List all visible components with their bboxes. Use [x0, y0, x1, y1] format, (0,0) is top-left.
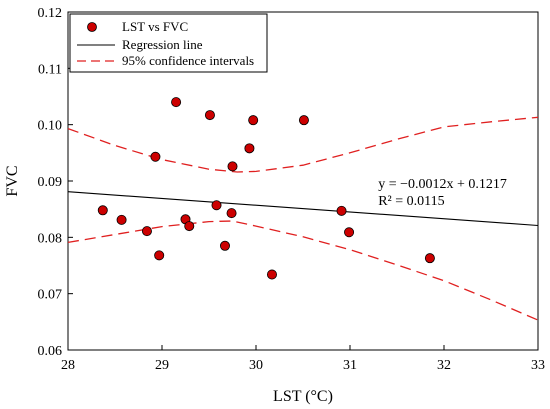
data-point: [171, 97, 182, 108]
legend-ci-label: 95% confidence intervals: [122, 53, 254, 68]
r-squared-label: R² = 0.0115: [378, 194, 444, 209]
x-tick-label: 29: [155, 358, 169, 373]
y-tick-label: 0.07: [38, 288, 63, 303]
data-point: [141, 226, 152, 237]
legend-regression-label: Regression line: [122, 37, 203, 52]
data-point: [204, 110, 215, 121]
data-point: [184, 221, 195, 232]
legend: LST vs FVC Regression line 95% confidenc…: [69, 13, 268, 73]
legend-scatter-label: LST vs FVC: [122, 19, 188, 34]
data-point: [248, 115, 259, 126]
x-tick-label: 28: [61, 358, 75, 373]
y-tick-label: 0.08: [38, 231, 63, 246]
y-tick-label: 0.06: [38, 344, 63, 359]
regression-line: [67, 191, 539, 227]
y-axis-label: FVC: [4, 165, 21, 196]
x-tick-label: 31: [343, 358, 357, 373]
data-point: [336, 205, 347, 216]
ci-lower-curve: [67, 220, 539, 321]
y-tick-label: 0.10: [38, 119, 63, 134]
data-point: [219, 240, 230, 251]
y-axis-ticks: 0.06 0.07 0.08 0.09 0.10 0.11 0.12: [38, 6, 73, 359]
legend-scatter-marker: [87, 22, 97, 32]
data-point: [150, 151, 161, 162]
data-point: [298, 115, 309, 126]
y-tick-label: 0.12: [38, 6, 63, 21]
data-point: [97, 205, 108, 216]
data-point: [227, 161, 238, 172]
y-tick-label: 0.09: [38, 175, 63, 190]
x-axis-ticks: 28 29 30 31 32 33: [61, 345, 545, 373]
data-points-layer: [97, 97, 435, 280]
data-point: [211, 200, 222, 211]
x-tick-label: 33: [531, 358, 545, 373]
y-tick-label: 0.11: [38, 62, 62, 77]
data-point: [226, 208, 237, 219]
regression-equation: y = −0.0012x + 0.1217: [378, 177, 507, 192]
data-point: [154, 250, 165, 261]
legend-box: [69, 13, 268, 73]
x-tick-label: 32: [437, 358, 451, 373]
data-point: [424, 253, 435, 264]
data-point: [344, 227, 355, 238]
regression-line-layer: [67, 191, 539, 227]
data-point: [244, 143, 255, 154]
data-point: [266, 269, 277, 280]
x-axis-label: LST (°C): [273, 388, 333, 405]
data-point: [116, 214, 127, 225]
x-tick-label: 30: [249, 358, 263, 373]
